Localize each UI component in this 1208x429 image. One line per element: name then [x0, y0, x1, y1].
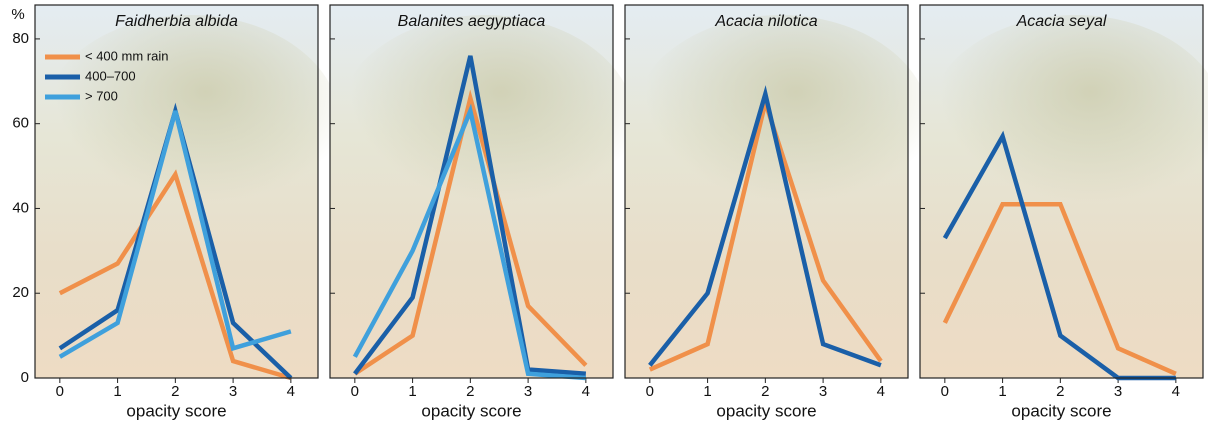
x-tick-label: 4	[287, 383, 295, 400]
data-line	[352, 103, 587, 381]
photo-tree	[335, 15, 636, 235]
x-axis-label: opacity score	[421, 401, 521, 420]
panel-frame	[624, 4, 909, 379]
legend-label: 400–700	[85, 68, 136, 83]
panel-title: Acacia seyal	[1016, 13, 1107, 30]
y-tick-label: 80	[12, 30, 29, 47]
data-line	[353, 89, 588, 376]
photo-tree	[40, 15, 341, 235]
x-tick-label: 3	[229, 383, 237, 400]
legend-label: < 400 mm rain	[85, 48, 168, 63]
x-tick-label: 0	[646, 383, 654, 400]
x-tick-label: 3	[1114, 383, 1122, 400]
x-tick-label: 1	[113, 383, 121, 400]
x-tick-label: 2	[466, 383, 474, 400]
y-tick-label: 0	[21, 369, 29, 386]
panel-frame	[34, 4, 319, 379]
x-tick-label: 1	[408, 383, 416, 400]
x-tick-label: 3	[819, 383, 827, 400]
data-line	[58, 169, 292, 381]
x-tick-label: 0	[351, 383, 359, 400]
x-axis-label: opacity score	[126, 401, 226, 420]
x-tick-label: 2	[171, 383, 179, 400]
x-tick-label: 4	[877, 383, 885, 400]
panel-frame	[919, 4, 1204, 379]
y-tick-label: 20	[12, 284, 29, 301]
y-tick-label: 40	[12, 199, 29, 216]
x-axis-label: opacity score	[716, 401, 816, 420]
x-tick-label: 4	[1172, 383, 1180, 400]
x-tick-label: 4	[582, 383, 590, 400]
data-line	[353, 55, 587, 377]
panel-title: Balanites aegyptiaca	[398, 13, 546, 30]
x-tick-label: 1	[998, 383, 1006, 400]
data-line	[942, 201, 1177, 376]
data-line	[58, 110, 292, 359]
x-tick-label: 0	[56, 383, 64, 400]
data-line	[648, 85, 882, 368]
x-axis-label: opacity score	[1011, 401, 1111, 420]
x-tick-label: 1	[703, 383, 711, 400]
legend-label: > 700	[85, 88, 118, 103]
x-tick-label: 3	[524, 383, 532, 400]
y-axis-label: %	[11, 6, 24, 23]
panel-title: Faidherbia albida	[115, 13, 238, 30]
photo-tree	[630, 15, 931, 235]
y-tick-label: 60	[12, 115, 29, 132]
x-tick-label: 2	[761, 383, 769, 400]
x-tick-label: 2	[1056, 383, 1064, 400]
photo-tree	[925, 15, 1208, 235]
x-tick-label: 0	[941, 383, 949, 400]
panel-frame	[329, 4, 614, 379]
panel-title: Acacia nilotica	[714, 13, 817, 30]
